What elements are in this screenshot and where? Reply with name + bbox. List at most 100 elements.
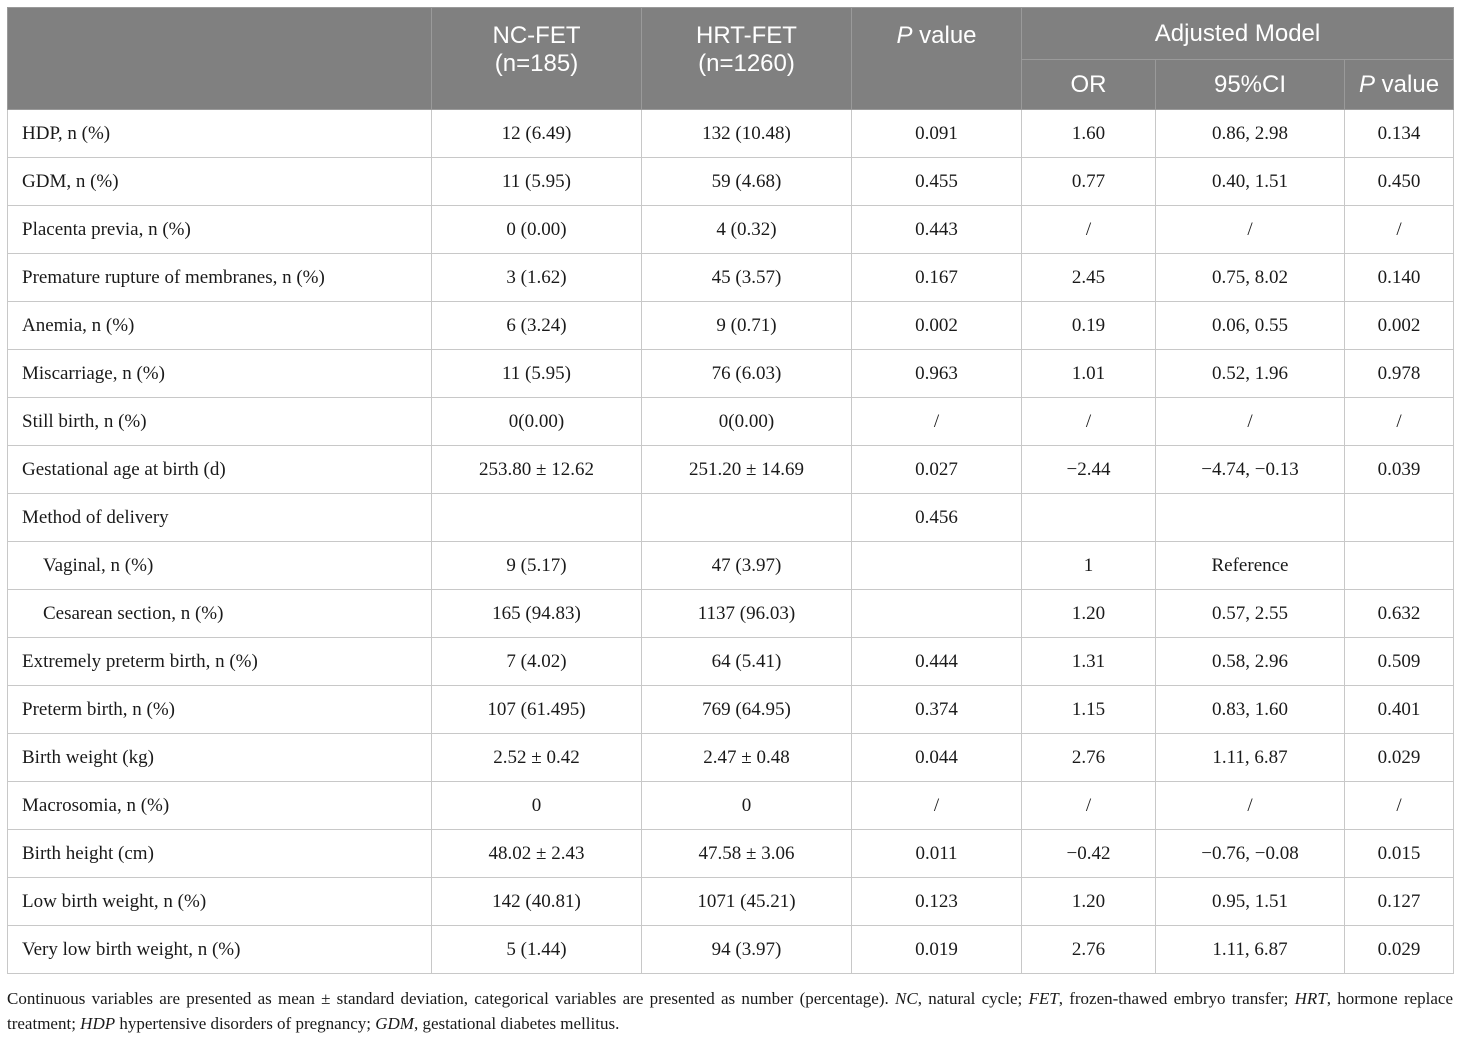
p-value-cell: / (851, 781, 1022, 830)
nc-fet-cell: 142 (40.81) (431, 877, 642, 926)
ci-cell: 0.95, 1.51 (1155, 877, 1345, 926)
footnote-abbreviation: NC (895, 989, 918, 1008)
adjusted-p-value-cell: 0.450 (1343, 157, 1455, 206)
or-cell: 1.31 (1021, 637, 1156, 686)
hrt-fet-cell: 1071 (45.21) (641, 877, 852, 926)
adjusted-p-value-italic: P (1358, 70, 1375, 98)
table-header: NC-FET (n=185) HRT-FET (n=1260) P value … (7, 7, 1455, 110)
table-row: Miscarriage, n (%) 11 (5.95) 76 (6.03) 0.96… (7, 349, 1455, 398)
row-label: Very low birth weight, n (%) (7, 925, 432, 974)
adjusted-p-value-cell: 0.632 (1343, 589, 1455, 638)
adjusted-p-value-cell: 0.127 (1343, 877, 1455, 926)
ci-cell: 0.86, 2.98 (1155, 109, 1345, 158)
nc-fet-cell: 6 (3.24) (431, 301, 642, 350)
table-row: Birth height (cm) 48.02 ± 2.43 47.58 ± 3.0… (7, 829, 1455, 878)
hrt-fet-cell: 4 (0.32) (641, 205, 852, 254)
nc-fet-cell: 11 (5.95) (431, 157, 642, 206)
ci-cell: / (1155, 397, 1345, 446)
p-value-cell (851, 589, 1022, 638)
or-cell: 1.60 (1021, 109, 1156, 158)
nc-fet-cell: 5 (1.44) (431, 925, 642, 974)
nc-fet-cell (431, 493, 642, 542)
row-label: Preterm birth, n (%) (7, 685, 432, 734)
or-cell: / (1021, 781, 1156, 830)
adjusted-p-value-cell: / (1343, 205, 1455, 254)
or-cell: −0.42 (1021, 829, 1156, 878)
adjusted-p-value-cell: 0.029 (1343, 925, 1455, 974)
table-row: GDM, n (%) 11 (5.95) 59 (4.68) 0.455 0.77 0.4… (7, 157, 1455, 206)
table-row: Method of delivery 0.456 (7, 493, 1455, 542)
footnote-abbreviation: HRT (1294, 989, 1327, 1008)
or-cell: 0.19 (1021, 301, 1156, 350)
or-cell: 1.15 (1021, 685, 1156, 734)
nc-fet-cell: 11 (5.95) (431, 349, 642, 398)
row-label: HDP, n (%) (7, 109, 432, 158)
table-row: Premature rupture of membranes, n (%) 3 (… (7, 253, 1455, 302)
p-value-cell: 0.011 (851, 829, 1022, 878)
nc-fet-cell: 2.52 ± 0.42 (431, 733, 642, 782)
table-row: Anemia, n (%) 6 (3.24) 9 (0.71) 0.002 0.19 0.… (7, 301, 1455, 350)
table-row: HDP, n (%) 12 (6.49) 132 (10.48) 0.091 1.60 0… (7, 109, 1455, 158)
or-cell: 1 (1021, 541, 1156, 590)
row-label: Gestational age at birth (d) (7, 445, 432, 494)
or-cell: 0.77 (1021, 157, 1156, 206)
row-label: GDM, n (%) (7, 157, 432, 206)
hrt-fet-cell: 132 (10.48) (641, 109, 852, 158)
hrt-fet-cell: 0(0.00) (641, 397, 852, 446)
p-value-cell: 0.044 (851, 733, 1022, 782)
adjusted-p-value-header: P value (1343, 59, 1455, 110)
table-row: Extremely preterm birth, n (%) 7 (4.02) 64… (7, 637, 1455, 686)
adjusted-p-value-cell (1343, 541, 1455, 590)
footnote-text: , gestational diabetes mellitus. (413, 1014, 620, 1033)
or-cell: −2.44 (1021, 445, 1156, 494)
hrt-fet-cell: 0 (641, 781, 852, 830)
or-cell: / (1021, 397, 1156, 446)
ci-cell: 1.11, 6.87 (1155, 733, 1345, 782)
ci-cell (1155, 493, 1345, 542)
adjusted-p-value-cell: 0.039 (1343, 445, 1455, 494)
adjusted-p-value-cell: 0.134 (1343, 109, 1455, 158)
ci-cell: −4.74, −0.13 (1155, 445, 1345, 494)
table-row: Birth weight (kg) 2.52 ± 0.42 2.47 ± 0.48 0… (7, 733, 1455, 782)
row-label: Cesarean section, n (%) (7, 589, 432, 638)
nc-fet-cell: 253.80 ± 12.62 (431, 445, 642, 494)
ci-cell: 0.58, 2.96 (1155, 637, 1345, 686)
hrt-fet-cell (641, 493, 852, 542)
ci-cell: / (1155, 205, 1345, 254)
footnote-text: Continuous variables are presented as me… (7, 989, 896, 1008)
p-value-cell: 0.963 (851, 349, 1022, 398)
p-value-cell (851, 541, 1022, 590)
hrt-fet-cell: 94 (3.97) (641, 925, 852, 974)
ci-cell: 0.06, 0.55 (1155, 301, 1345, 350)
row-label: Vaginal, n (%) (7, 541, 432, 590)
hrt-fet-cell: 9 (0.71) (641, 301, 852, 350)
hrt-fet-header-line1: HRT-FET (696, 22, 797, 49)
or-cell: 2.76 (1021, 925, 1156, 974)
adjusted-p-value-cell: 0.978 (1343, 349, 1455, 398)
ci-cell: Reference (1155, 541, 1345, 590)
adjusted-p-value-rest: value (1375, 70, 1440, 98)
p-value-cell: 0.167 (851, 253, 1022, 302)
footnote-abbreviation: GDM (375, 1014, 414, 1033)
nc-fet-header-line1: NC-FET (492, 22, 581, 49)
p-value-header-italic: P (896, 22, 913, 49)
ci-cell: / (1155, 781, 1345, 830)
p-value-cell: 0.455 (851, 157, 1022, 206)
p-value-cell: 0.456 (851, 493, 1022, 542)
footnote-abbreviation: FET (1028, 989, 1059, 1008)
adjusted-p-value-cell: / (1343, 397, 1455, 446)
results-table: NC-FET (n=185) HRT-FET (n=1260) P value … (7, 7, 1455, 974)
results-table-container: NC-FET (n=185) HRT-FET (n=1260) P value … (7, 7, 1455, 974)
row-label: Anemia, n (%) (7, 301, 432, 350)
ci-cell: −0.76, −0.08 (1155, 829, 1345, 878)
hrt-fet-header: HRT-FET (n=1260) (641, 7, 852, 110)
table-row: Macrosomia, n (%) 0 0// / / (7, 781, 1455, 830)
ci-cell: 1.11, 6.87 (1155, 925, 1345, 974)
ci-cell: 0.40, 1.51 (1155, 157, 1345, 206)
table-row: Low birth weight, n (%) 142 (40.81) 1071 (… (7, 877, 1455, 926)
p-value-cell: / (851, 397, 1022, 446)
table-footnote: Continuous variables are presented as me… (7, 986, 1453, 1036)
table-row: Gestational age at birth (d) 253.80 ± 12.… (7, 445, 1455, 494)
p-value-cell: 0.091 (851, 109, 1022, 158)
adjusted-p-value-cell: 0.509 (1343, 637, 1455, 686)
